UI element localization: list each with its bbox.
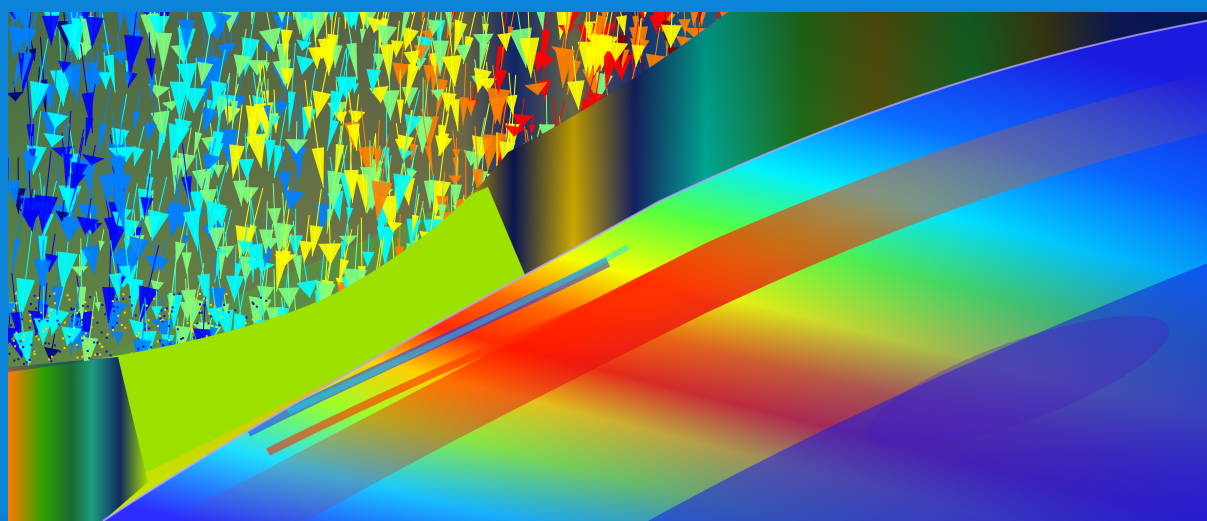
- 3d-viewport[interactable]: [8, 12, 1207, 521]
- scene-canvas[interactable]: [8, 12, 1207, 521]
